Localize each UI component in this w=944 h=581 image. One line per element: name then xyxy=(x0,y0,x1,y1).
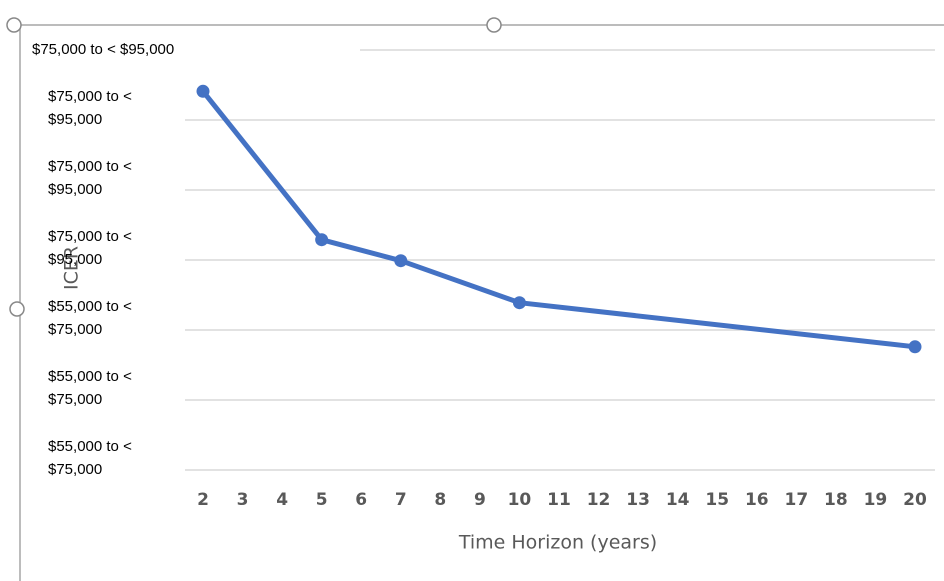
x-tick-label: 14 xyxy=(666,490,690,510)
y-tick-label: $55,000 to < $75,000 xyxy=(48,298,132,338)
x-tick-label: 9 xyxy=(474,490,486,510)
resize-handle[interactable] xyxy=(9,301,25,317)
x-tick-label: 2 xyxy=(197,490,209,510)
x-tick-label: 16 xyxy=(745,490,769,510)
y-tick-label: $75,000 to < $95,000 xyxy=(48,88,132,128)
x-tick-label: 8 xyxy=(434,490,446,510)
data-line xyxy=(201,89,916,350)
x-tick-label: 12 xyxy=(587,490,611,510)
x-axis-title: Time Horizon (years) xyxy=(458,532,657,554)
x-tick-label: 10 xyxy=(508,490,532,510)
x-tick-label: 5 xyxy=(316,490,328,510)
x-tick-label: 6 xyxy=(355,490,367,510)
x-tick-label: 18 xyxy=(824,490,848,510)
data-point xyxy=(196,84,210,98)
data-point xyxy=(315,233,329,247)
data-point xyxy=(512,296,526,310)
y-tick-label: $55,000 to < $75,000 xyxy=(48,438,132,478)
y-axis-title: ICER xyxy=(61,246,83,290)
x-tick-label: 20 xyxy=(903,490,927,510)
x-tick-label: 7 xyxy=(395,490,407,510)
x-tick-label: 11 xyxy=(547,490,571,510)
y-tick-label: $55,000 to < $75,000 xyxy=(48,368,132,408)
y-tick-label: $75,000 to < $95,000 xyxy=(48,158,132,198)
x-tick-label: 19 xyxy=(864,490,888,510)
x-tick-label: 13 xyxy=(626,490,650,510)
resize-handle[interactable] xyxy=(6,17,22,33)
x-tick-label: 3 xyxy=(237,490,249,510)
x-tick-label: 15 xyxy=(705,490,729,510)
y-tick-label: $75,000 to < $95,000 xyxy=(32,41,175,58)
x-tick-label: 4 xyxy=(276,490,288,510)
resize-handle[interactable] xyxy=(486,17,502,33)
data-point xyxy=(908,340,922,354)
y-tick-label: $75,000 to < $95,000 xyxy=(48,228,132,268)
data-point xyxy=(394,254,408,268)
x-tick-label: 17 xyxy=(784,490,808,510)
